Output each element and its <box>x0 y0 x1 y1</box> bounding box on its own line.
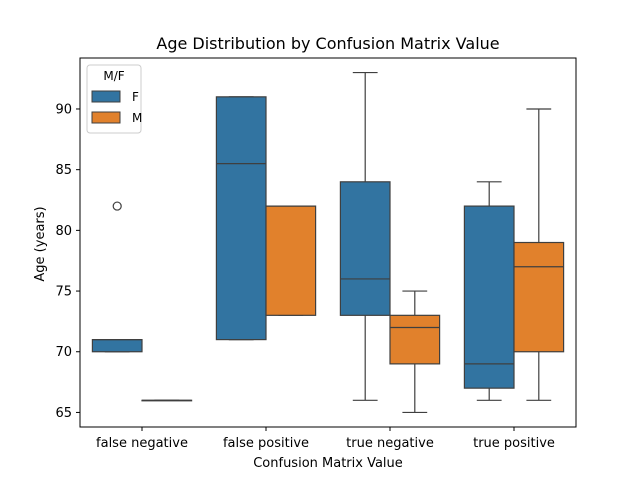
plot-frame <box>79 57 577 428</box>
plot-area <box>79 57 577 428</box>
y-tick-label: 70 <box>55 345 72 360</box>
x-tick-label: true negative <box>346 436 434 451</box>
box-true-positive-m <box>513 241 565 353</box>
legend-swatch-f <box>91 90 121 103</box>
x-axis: false negative false positive true negativ… <box>96 427 555 451</box>
legend-swatch-m <box>91 111 121 124</box>
box-true-negative-f <box>339 181 391 316</box>
x-tick-label: false positive <box>223 436 309 451</box>
y-tick-label: 65 <box>55 406 72 421</box>
y-tick-label: 85 <box>55 163 72 178</box>
x-tick-label: false negative <box>96 436 188 451</box>
y-tick-label: 90 <box>55 102 72 117</box>
box-false-positive-f <box>215 96 267 341</box>
x-tick-label: true positive <box>473 436 555 451</box>
legend: M/F FM <box>86 64 142 134</box>
box-false-negative-f <box>91 339 143 353</box>
chart-title: Age Distribution by Confusion Matrix Val… <box>156 34 499 53</box>
y-axis-label: Age (years) <box>33 206 48 281</box>
legend-label-m: M <box>132 111 142 125</box>
y-tick-label: 80 <box>55 224 72 239</box>
x-axis-label: Confusion Matrix Value <box>253 456 403 471</box>
outlier-false-negative-f <box>112 201 122 211</box>
box-true-negative-m <box>389 314 441 365</box>
legend-title: M/F <box>103 69 124 83</box>
y-tick-label: 75 <box>55 285 72 300</box>
y-axis: 65 70 75 80 85 90 <box>55 102 80 421</box>
box-false-positive-m <box>265 205 317 316</box>
box-true-positive-f <box>463 205 515 389</box>
legend-label-f: F <box>132 90 139 104</box>
